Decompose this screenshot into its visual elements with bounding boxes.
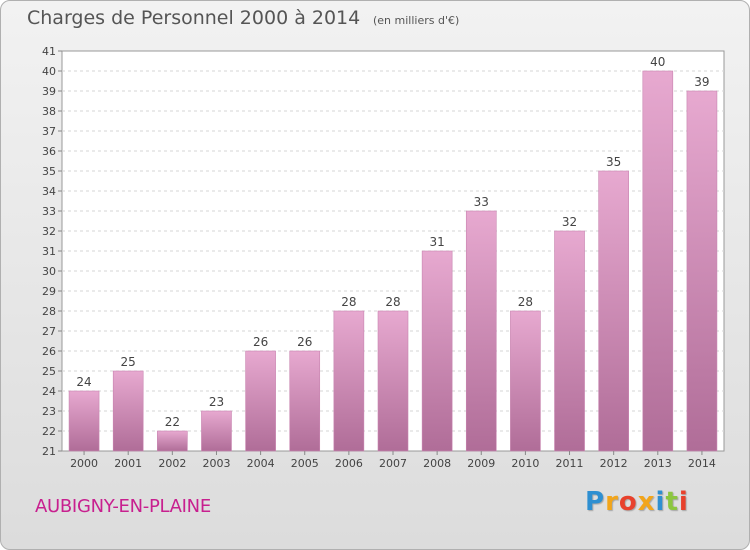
logo-letter: i (655, 487, 666, 517)
bar (554, 230, 585, 452)
bar-value-label: 24 (76, 375, 91, 389)
bar (686, 90, 718, 452)
location-label: AUBIGNY-EN-PLAINE (35, 496, 211, 517)
y-tick-label: 41 (42, 45, 56, 58)
x-tick-label: 2006 (335, 457, 363, 470)
chart-title: Charges de Personnel 2000 à 2014 (27, 7, 361, 29)
x-tick-label: 2007 (379, 457, 407, 470)
x-tick-label: 2001 (114, 457, 142, 470)
y-tick-label: 40 (42, 65, 56, 78)
y-tick-label: 32 (42, 225, 56, 238)
logo-letter: r (605, 487, 619, 517)
bar (112, 370, 144, 452)
bar (465, 210, 497, 452)
bar (245, 350, 276, 452)
x-tick-label: 2014 (688, 457, 716, 470)
y-tick-label: 28 (42, 305, 56, 318)
y-tick-label: 29 (42, 285, 56, 298)
x-tick-label: 2013 (644, 457, 672, 470)
y-tick-label: 39 (42, 85, 56, 98)
y-tick-label: 26 (42, 345, 56, 358)
bar (157, 430, 188, 452)
logo-letter: i (678, 487, 689, 517)
bar-value-label: 26 (253, 335, 268, 349)
y-tick-label: 30 (42, 265, 56, 278)
y-tick-label: 36 (42, 145, 56, 158)
bar (289, 350, 321, 452)
logo-letter: P (585, 487, 606, 517)
bar (201, 410, 232, 452)
y-tick-label: 21 (42, 445, 56, 458)
logo-letter: o (618, 487, 638, 517)
x-tick-label: 2000 (70, 457, 98, 470)
bar-value-label: 40 (650, 55, 665, 69)
x-tick-label: 2010 (511, 457, 539, 470)
bar (377, 310, 409, 452)
y-tick-label: 24 (42, 385, 56, 398)
x-tick-label: 2009 (467, 457, 495, 470)
bar-value-label: 28 (341, 295, 356, 309)
chart-subtitle: (en milliers d'€) (373, 14, 460, 27)
y-tick-label: 22 (42, 425, 56, 438)
bar-value-label: 28 (518, 295, 533, 309)
bar (510, 310, 541, 452)
proxiti-logo: Proxiti (585, 487, 689, 517)
bar-value-label: 32 (562, 215, 577, 229)
bar (68, 390, 100, 452)
y-tick-label: 38 (42, 105, 56, 118)
bars: 24 25 22 23 26 26 28 28 31 33 28 32 35 40 39 (68, 55, 718, 452)
bar (421, 250, 453, 452)
x-tick-label: 2008 (423, 457, 451, 470)
bar-value-label: 22 (165, 415, 180, 429)
bar (642, 70, 674, 452)
y-axis: 21 22 23 24 25 26 27 28 29 30 31 32 33 34 35 36 37 38 39 40… (42, 45, 62, 458)
bar-value-label: 28 (385, 295, 400, 309)
bar-value-label: 33 (474, 195, 489, 209)
x-tick-label: 2004 (247, 457, 275, 470)
bar (333, 310, 365, 452)
bar-value-label: 35 (606, 155, 621, 169)
x-tick-label: 2003 (202, 457, 230, 470)
y-tick-label: 34 (42, 185, 56, 198)
x-tick-label: 2012 (600, 457, 628, 470)
bar-value-label: 31 (429, 235, 444, 249)
bar-value-label: 25 (121, 355, 136, 369)
x-tick-label: 2011 (556, 457, 584, 470)
y-tick-label: 35 (42, 165, 56, 178)
y-tick-label: 25 (42, 365, 56, 378)
y-tick-label: 27 (42, 325, 56, 338)
x-tick-label: 2002 (158, 457, 186, 470)
bar-value-label: 23 (209, 395, 224, 409)
y-tick-label: 33 (42, 205, 56, 218)
x-tick-label: 2005 (291, 457, 319, 470)
y-tick-label: 37 (42, 125, 56, 138)
logo-letter: x (637, 487, 656, 517)
bar-value-label: 39 (694, 75, 709, 89)
x-axis: 2000 2001 2002 2003 2004 2005 2006 2007 2008 2009… (70, 451, 716, 470)
y-tick-label: 31 (42, 245, 56, 258)
logo-letter: t (665, 487, 679, 517)
bar-value-label: 26 (297, 335, 312, 349)
bar (598, 170, 629, 452)
y-tick-label: 23 (42, 405, 56, 418)
